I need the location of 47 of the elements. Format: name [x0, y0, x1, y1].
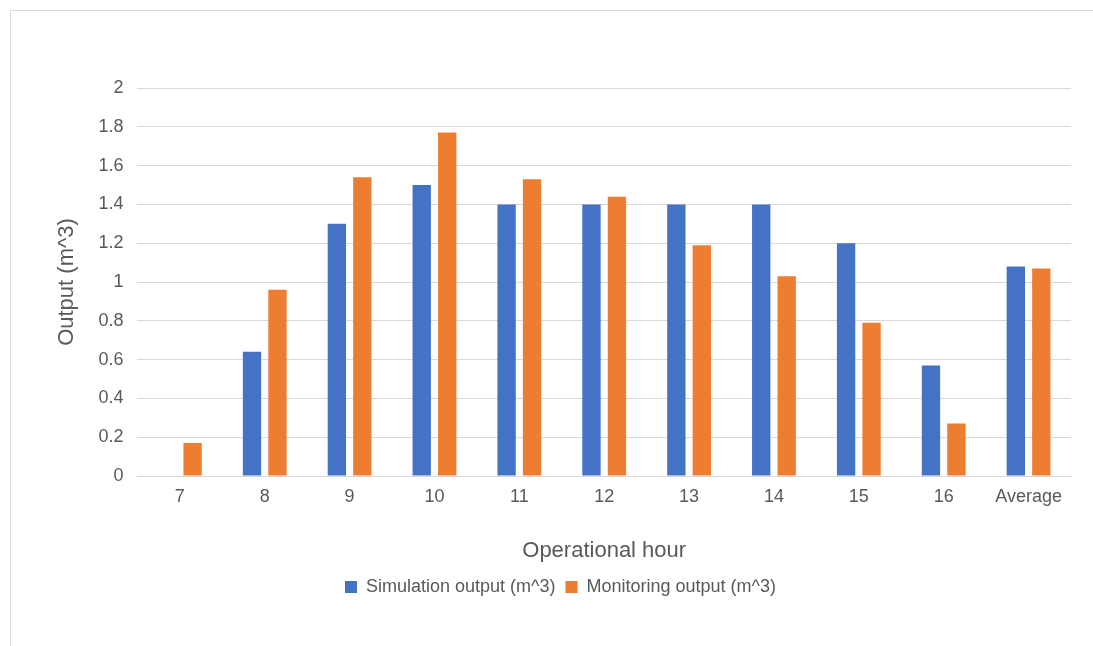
y-tick-label: 1.4	[98, 193, 124, 214]
bar	[353, 177, 372, 476]
x-tick-label: 9	[344, 485, 355, 506]
bar	[183, 443, 202, 476]
y-tick-label: 0	[113, 464, 124, 485]
x-axis-title: Operational hour	[522, 536, 687, 562]
bar	[582, 204, 601, 476]
legend-label: Simulation output (m^3)	[365, 575, 556, 596]
y-tick-label: 0.4	[98, 387, 124, 408]
y-tick-label: 0.6	[98, 348, 124, 369]
y-tick-label: 0.8	[98, 309, 124, 330]
bar	[862, 322, 881, 476]
bar	[327, 223, 347, 476]
x-tick-label: 13	[679, 485, 700, 506]
x-tick-label: 12	[594, 485, 615, 506]
bar	[692, 245, 711, 476]
bar	[777, 276, 796, 476]
y-tick-label: 2	[113, 76, 124, 97]
y-tick-label: 0.2	[98, 426, 124, 447]
bar	[836, 243, 856, 476]
x-tick-label: 11	[510, 485, 529, 506]
bar	[438, 132, 457, 476]
y-tick-label: 1.6	[98, 154, 124, 175]
bar	[1032, 268, 1051, 476]
y-tick-label: 1	[113, 270, 124, 291]
bar	[412, 185, 431, 476]
x-tick-label: 10	[424, 485, 445, 506]
x-tick-label: 8	[259, 485, 270, 506]
bar	[607, 196, 627, 476]
y-tick-label: 1.2	[98, 232, 124, 253]
y-tick-label: 1.8	[98, 115, 124, 136]
x-tick-label: 15	[848, 485, 869, 506]
bar	[497, 204, 516, 476]
bar	[242, 351, 262, 476]
bar	[522, 179, 542, 476]
x-tick-label: 14	[763, 485, 784, 506]
x-tick-label: Average	[995, 485, 1062, 506]
bar	[667, 204, 686, 476]
x-tick-label: 16	[933, 485, 954, 506]
bar	[752, 204, 771, 476]
bar	[1006, 266, 1025, 476]
bar	[268, 289, 287, 476]
x-tick-label: 7	[174, 485, 185, 506]
bar	[921, 365, 941, 476]
bar	[947, 423, 966, 476]
y-axis-title: Output (m^3)	[53, 218, 79, 346]
legend-label: Monitoring output (m^3)	[586, 575, 777, 596]
